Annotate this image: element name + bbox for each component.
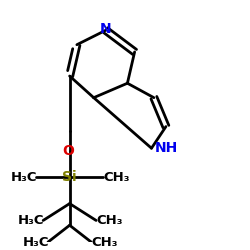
Text: CH₃: CH₃ bbox=[103, 170, 130, 183]
Text: H₃C: H₃C bbox=[11, 170, 37, 183]
Text: CH₃: CH₃ bbox=[91, 236, 118, 248]
Text: NH: NH bbox=[154, 141, 178, 155]
Text: Si: Si bbox=[62, 170, 77, 184]
Text: CH₃: CH₃ bbox=[96, 214, 122, 227]
Text: H₃C: H₃C bbox=[23, 236, 49, 248]
Text: O: O bbox=[62, 144, 74, 158]
Text: N: N bbox=[100, 22, 112, 36]
Text: H₃C: H₃C bbox=[18, 214, 44, 227]
